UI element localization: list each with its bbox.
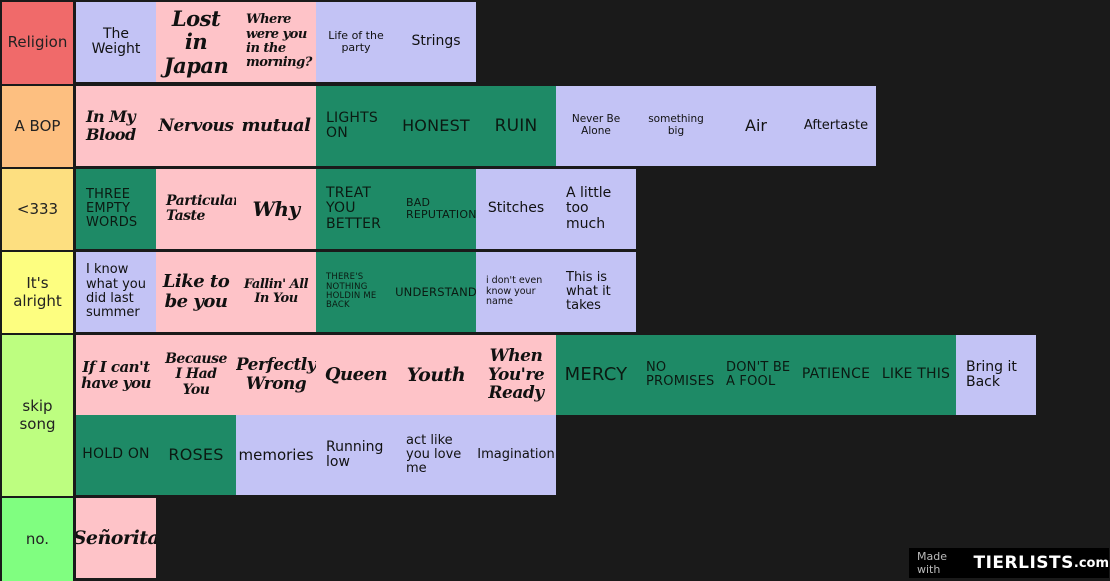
watermark-brand: TIERLISTS: [973, 553, 1074, 573]
tier-item[interactable]: Lost in Japan: [156, 2, 236, 82]
tier-item[interactable]: Where were you in the morning?: [236, 2, 316, 82]
tier-item[interactable]: memories: [236, 415, 316, 495]
tier-item[interactable]: NO PROMISES: [636, 335, 716, 415]
tier-item[interactable]: A little too much: [556, 169, 636, 249]
tier-label[interactable]: It's alright: [2, 252, 73, 333]
tier-item[interactable]: Running low: [316, 415, 396, 495]
tier-item[interactable]: In My Blood: [76, 86, 156, 166]
tier-item[interactable]: Stitches: [476, 169, 556, 249]
tier-item[interactable]: Imagination: [476, 415, 556, 495]
tier-row: It's alright I know what you did last sum…: [0, 250, 1110, 333]
tier-item[interactable]: When You're Ready: [476, 335, 556, 415]
tier-row: <333 THREE EMPTY WORDS Particular Taste Why…: [0, 167, 1110, 250]
watermark-suffix: .com: [1073, 555, 1109, 571]
tier-item[interactable]: Strings: [396, 2, 476, 82]
tier-item[interactable]: If I can't have you: [76, 335, 156, 415]
tier-item[interactable]: mutual: [236, 86, 316, 166]
tier-label[interactable]: A BOP: [2, 86, 73, 167]
tier-item[interactable]: something big: [636, 86, 716, 166]
tier-item[interactable]: Because I Had You: [156, 335, 236, 415]
tier-item[interactable]: Never Be Alone: [556, 86, 636, 166]
tier-label[interactable]: Religion: [2, 2, 73, 84]
tier-row: no. Señorita: [0, 496, 1110, 581]
tier-item[interactable]: Like to be you: [156, 252, 236, 332]
tier-item[interactable]: MERCY: [556, 335, 636, 415]
tier-item[interactable]: DON'T BE A FOOL: [716, 335, 796, 415]
tier-item[interactable]: Particular Taste: [156, 169, 236, 249]
tier-item[interactable]: Aftertaste: [796, 86, 876, 166]
tier-item[interactable]: Life of the party: [316, 2, 396, 82]
tier-item[interactable]: Fallin' All In You: [236, 252, 316, 332]
tier-item[interactable]: Youth: [396, 335, 476, 415]
tier-label[interactable]: skip song: [2, 335, 73, 496]
tier-row: A BOP In My Blood Nervous mutual LIGHTS ON HO…: [0, 84, 1110, 167]
tier-row: Religion The Weight Lost in Japan Where wer…: [0, 0, 1110, 84]
tier-item[interactable]: The Weight: [76, 2, 156, 82]
tier-item[interactable]: Bring it Back: [956, 335, 1036, 415]
tier-item[interactable]: UNDERSTAND: [396, 252, 476, 332]
tier-item[interactable]: Nervous: [156, 86, 236, 166]
tier-item[interactable]: Air: [716, 86, 796, 166]
tier-item[interactable]: act like you love me: [396, 415, 476, 495]
tier-item[interactable]: BAD REPUTATION: [396, 169, 476, 249]
tier-item[interactable]: THREE EMPTY WORDS: [76, 169, 156, 249]
tier-item[interactable]: LIGHTS ON: [316, 86, 396, 166]
tier-item[interactable]: Why: [236, 169, 316, 249]
tier-item[interactable]: HONEST: [396, 86, 476, 166]
tier-item[interactable]: Señorita: [76, 498, 156, 578]
tier-item[interactable]: LIKE THIS: [876, 335, 956, 415]
tier-item[interactable]: Queen: [316, 335, 396, 415]
tier-item[interactable]: I know what you did last summer: [76, 252, 156, 332]
watermark-made-with: Made with: [917, 550, 947, 576]
tier-item[interactable]: HOLD ON: [76, 415, 156, 495]
tier-item[interactable]: Perfectly Wrong: [236, 335, 316, 415]
tier-label[interactable]: no.: [2, 498, 73, 581]
tier-row: skip song If I can't have you Because I Ha…: [0, 333, 1110, 496]
tier-item[interactable]: ROSES: [156, 415, 236, 495]
tier-label[interactable]: <333: [2, 169, 73, 250]
tier-item[interactable]: TREAT YOU BETTER: [316, 169, 396, 249]
tier-item[interactable]: THERE'S NOTHING HOLDIN ME BACK: [316, 252, 396, 332]
tier-item[interactable]: RUIN: [476, 86, 556, 166]
tier-item[interactable]: i don't even know your name: [476, 252, 556, 332]
watermark: Made with TIERLISTS .com: [909, 548, 1109, 578]
tier-item[interactable]: This is what it takes: [556, 252, 636, 332]
tier-item[interactable]: PATIENCE: [796, 335, 876, 415]
